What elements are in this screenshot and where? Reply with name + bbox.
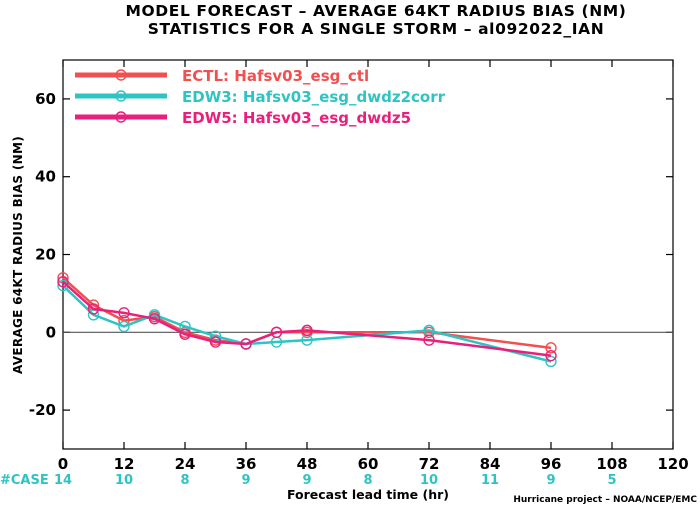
y-axis-label: AVERAGE 64KT RADIUS BIAS (NM) — [11, 136, 25, 374]
data-point — [301, 324, 313, 337]
case-count: 9 — [302, 473, 311, 488]
x-tick-label: 108 — [596, 455, 627, 473]
data-point — [118, 307, 130, 319]
data-point — [240, 338, 252, 350]
y-tick-label: -20 — [29, 401, 56, 419]
case-count: 10 — [420, 473, 438, 488]
legend-marker — [115, 111, 127, 123]
case-counts: 14 10 8 9 9 8 10 11 9 5 — [54, 473, 617, 488]
y-tick-label: 20 — [35, 246, 56, 264]
case-count: 10 — [115, 473, 133, 488]
legend-label: EDW3: Hafsv03_esg_dwdz2corr — [182, 88, 446, 106]
case-count: 14 — [54, 473, 72, 488]
y-axis: -20 0 20 40 60 — [29, 90, 673, 419]
x-tick-label: 72 — [419, 455, 440, 473]
x-axis: 0 12 24 36 48 60 72 84 96 108 120 — [58, 60, 689, 473]
data-point — [545, 355, 557, 368]
data-point — [57, 276, 69, 288]
data-point — [209, 336, 222, 348]
credit-text: Hurricane project – NOAA/NCEP/EMC — [513, 495, 697, 505]
x-tick-label: 96 — [541, 455, 562, 473]
data-point — [118, 320, 130, 333]
series-line — [62, 280, 552, 357]
legend-label: ECTL: Hafsv03_esg_ctl — [182, 67, 369, 85]
case-count: 5 — [607, 473, 616, 488]
x-tick-label: 24 — [175, 455, 196, 473]
y-tick-label: 40 — [35, 168, 56, 186]
x-tick-label: 84 — [480, 455, 501, 473]
data-point — [148, 312, 161, 325]
case-count: 11 — [481, 473, 499, 488]
data-point — [270, 326, 283, 338]
data-point — [545, 342, 557, 354]
legend-marker — [115, 90, 127, 102]
x-tick-label: 120 — [657, 455, 688, 473]
x-tick-label: 0 — [58, 455, 68, 473]
series-line — [62, 284, 552, 363]
series-line — [62, 276, 552, 350]
data-point — [87, 303, 100, 315]
x-tick-label: 12 — [114, 455, 135, 473]
legend: ECTL: Hafsv03_esg_ctl EDW3: Hafsv03_esg_d… — [75, 67, 446, 127]
chart-title-line2: STATISTICS FOR A SINGLE STORM – al092022… — [148, 20, 605, 38]
case-count: 9 — [546, 473, 555, 488]
x-tick-label: 48 — [297, 455, 318, 473]
chart-title-line1: MODEL FORECAST – AVERAGE 64KT RADIUS BIA… — [126, 2, 627, 20]
legend-label: EDW5: Hafsv03_esg_dwdz5 — [182, 109, 411, 127]
y-tick-label: 60 — [35, 90, 56, 108]
data-point — [423, 334, 435, 346]
case-label: #CASE — [0, 473, 49, 488]
data-point — [179, 328, 191, 340]
x-tick-label: 60 — [358, 455, 379, 473]
case-count: 8 — [180, 473, 189, 488]
legend-marker — [115, 69, 127, 81]
case-count: 9 — [241, 473, 250, 488]
data-point — [179, 320, 191, 333]
x-tick-label: 36 — [236, 455, 257, 473]
data-point — [545, 349, 557, 362]
series-layer — [57, 272, 557, 368]
x-axis-label: Forecast lead time (hr) — [287, 487, 449, 502]
case-count: 8 — [363, 473, 372, 488]
y-tick-label: 0 — [46, 323, 56, 341]
